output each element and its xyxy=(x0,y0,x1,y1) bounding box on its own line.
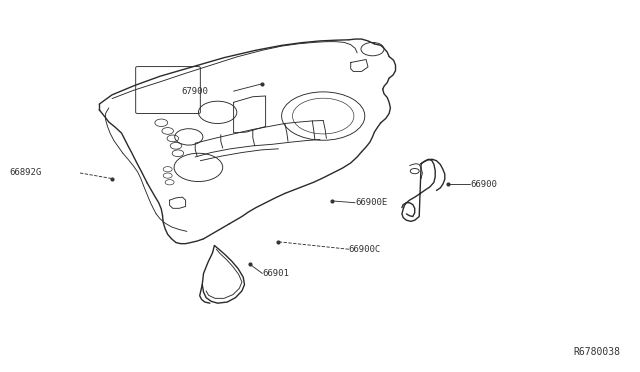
Text: 66901: 66901 xyxy=(262,269,289,278)
Text: 66900E: 66900E xyxy=(355,198,387,207)
Text: 67900: 67900 xyxy=(181,87,208,96)
Text: 66900: 66900 xyxy=(470,180,497,189)
Text: R6780038: R6780038 xyxy=(574,347,621,357)
Text: 66900C: 66900C xyxy=(349,245,381,254)
Text: 66892G: 66892G xyxy=(10,169,42,177)
